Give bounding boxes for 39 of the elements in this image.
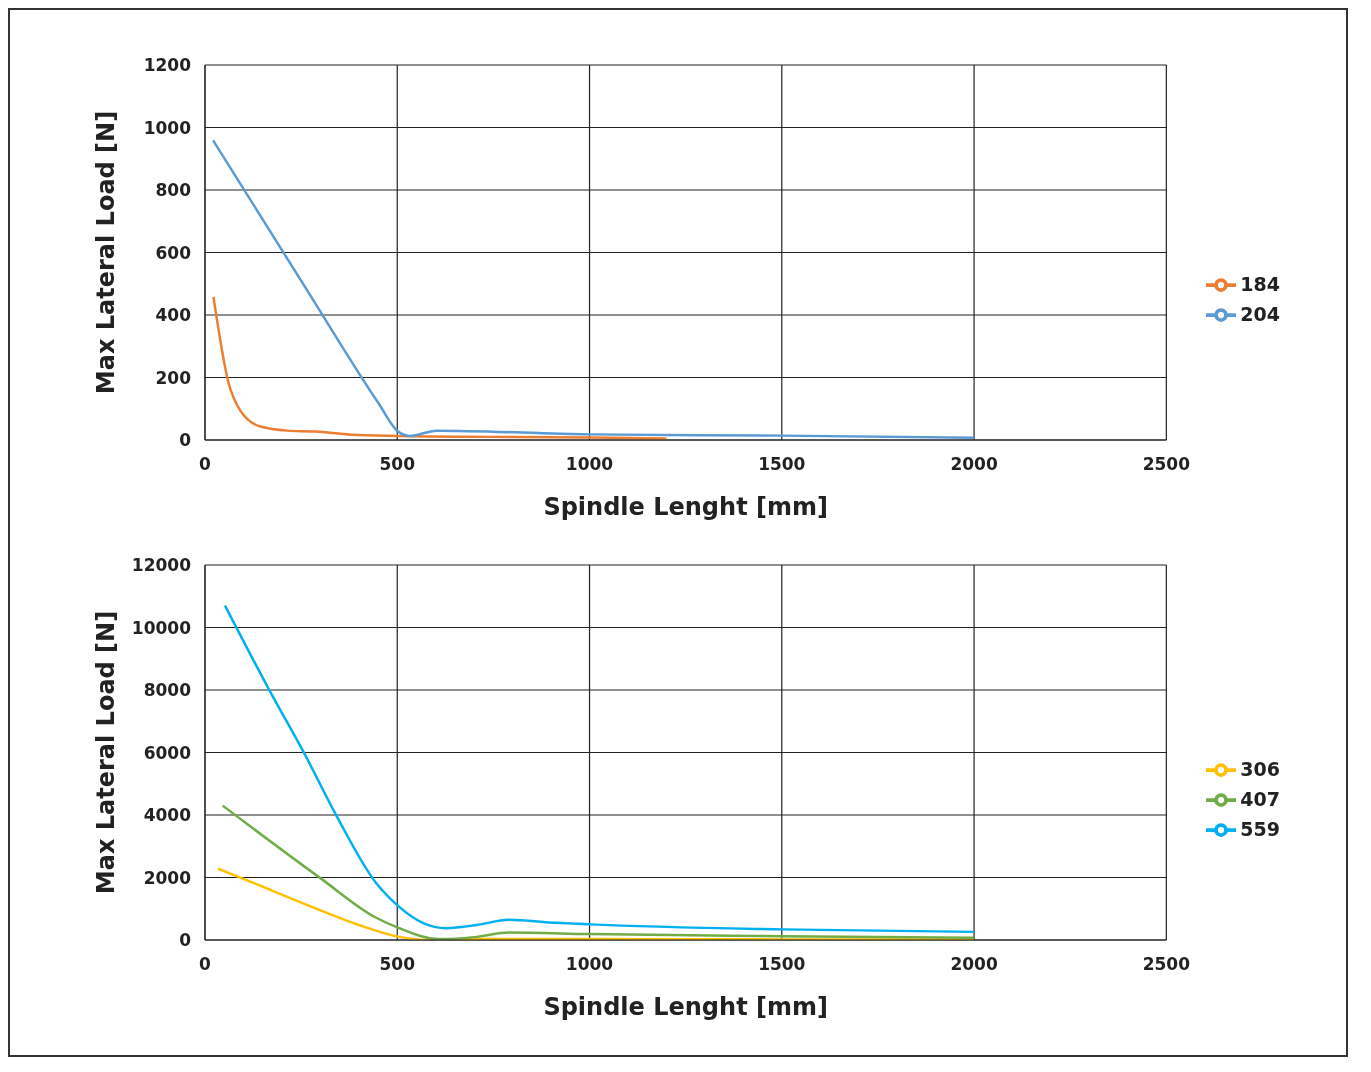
x-tick-label: 500: [379, 954, 416, 975]
legend-label: 204: [1240, 302, 1280, 325]
y-tick-label: 6000: [143, 742, 192, 763]
legend-label: 184: [1240, 272, 1280, 295]
x-tick-label: 2000: [950, 454, 998, 475]
y-tick-label: 1200: [143, 55, 192, 76]
x-tick-label: 1500: [758, 954, 806, 975]
legend-label: 407: [1240, 787, 1280, 810]
y-tick-label: 400: [155, 305, 192, 326]
line-series: [223, 604, 976, 934]
x-tick-label: 2000: [950, 954, 998, 975]
x-tick-label: 1000: [565, 954, 614, 975]
line-series: [212, 295, 668, 440]
x-axis-title: Spindle Lenght [mm]: [543, 993, 828, 1021]
y-tick-label: 4000: [143, 805, 192, 826]
y-tick-label: 2000: [143, 867, 192, 888]
x-tick-label: 0: [199, 954, 212, 975]
x-axis-title: Spindle Lenght [mm]: [543, 493, 828, 521]
x-tick-label: 1500: [758, 454, 806, 475]
y-tick-label: 800: [155, 180, 192, 201]
y-tick-label: 10000: [131, 617, 192, 638]
y-axis-title: Max Lateral Load [N]: [91, 610, 120, 895]
y-tick-label: 600: [155, 242, 192, 263]
y-tick-label: 0: [179, 430, 192, 451]
line-series: [211, 139, 976, 440]
y-tick-label: 1000: [143, 117, 192, 138]
y-tick-label: 12000: [131, 555, 192, 576]
y-tick-label: 200: [155, 367, 192, 388]
legend-label: 559: [1240, 817, 1280, 840]
x-tick-label: 2500: [1142, 954, 1191, 975]
y-tick-label: 8000: [143, 680, 192, 701]
y-axis-title: Max Lateral Load [N]: [91, 110, 120, 395]
line-series: [221, 804, 976, 940]
x-tick-label: 2500: [1142, 454, 1191, 475]
x-tick-label: 500: [379, 454, 416, 475]
y-tick-label: 0: [179, 930, 192, 951]
x-tick-label: 0: [199, 454, 212, 475]
legend-label: 306: [1240, 757, 1280, 780]
x-tick-label: 1000: [565, 454, 614, 475]
